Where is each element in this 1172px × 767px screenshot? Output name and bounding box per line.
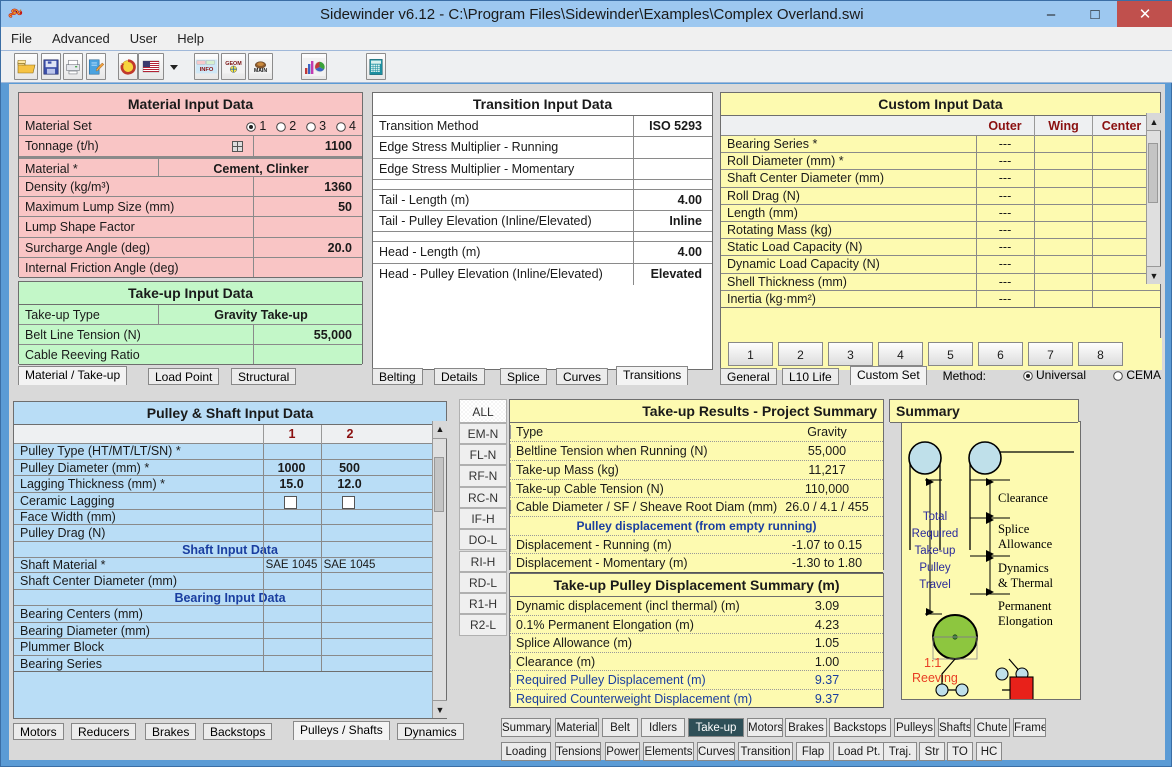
svg-text:MAIN: MAIN — [254, 68, 267, 74]
svg-text:1:1: 1:1 — [924, 656, 941, 670]
svg-text:Take-up: Take-up — [915, 545, 956, 557]
svg-text:INFO: INFO — [200, 67, 214, 73]
svg-text:& Thermal: & Thermal — [998, 576, 1053, 590]
svg-text:Travel: Travel — [919, 579, 951, 591]
svg-text:Dynamics: Dynamics — [998, 561, 1049, 575]
svg-text:Permanent: Permanent — [998, 599, 1052, 613]
svg-text:Splice: Splice — [998, 522, 1030, 536]
svg-text:Pulley: Pulley — [919, 562, 951, 574]
svg-text:Allowance: Allowance — [998, 537, 1053, 551]
svg-text:Clearance: Clearance — [998, 491, 1048, 505]
svg-text:Reeving: Reeving — [912, 671, 958, 685]
svg-text:Required: Required — [912, 528, 959, 540]
svg-text:Total: Total — [923, 511, 947, 523]
svg-text:Elongation: Elongation — [998, 614, 1054, 628]
